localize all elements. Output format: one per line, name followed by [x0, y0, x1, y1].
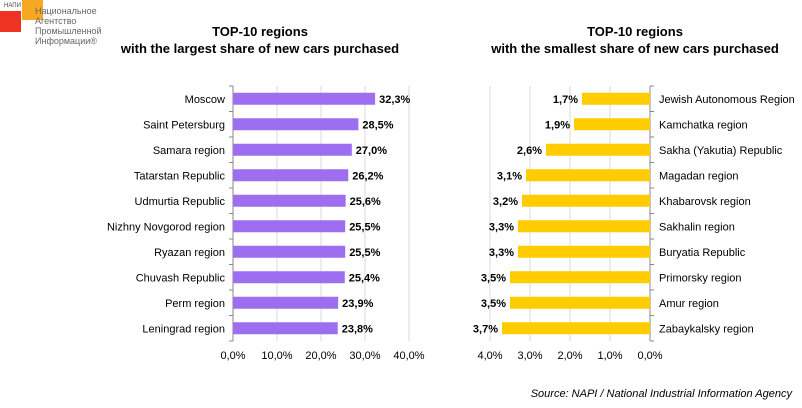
category-label: Tatarstan Republic — [134, 170, 226, 182]
data-label: 25,6% — [350, 196, 381, 208]
source-note: Source: NAPI / National Industrial Infor… — [530, 388, 792, 400]
bar — [233, 169, 349, 182]
data-label: 23,8% — [342, 323, 373, 335]
x-tick-label: 20,0% — [305, 350, 336, 362]
x-tick-label: 3,0% — [517, 350, 542, 362]
data-label: 3,7% — [473, 323, 498, 335]
bar — [233, 271, 345, 284]
bar — [546, 143, 650, 156]
bar — [574, 118, 650, 131]
x-tick-label: 4,0% — [477, 350, 502, 362]
bar — [233, 143, 352, 156]
category-label: Sakhalin region — [659, 221, 735, 233]
category-label: Amur region — [659, 298, 719, 310]
x-tick-label: 0,0% — [637, 350, 662, 362]
bar — [582, 92, 650, 105]
category-label: Kamchatka region — [659, 119, 748, 131]
category-label: Magadan region — [659, 170, 739, 182]
data-label: 3,5% — [481, 272, 506, 284]
bar — [233, 92, 376, 105]
data-label: 25,4% — [349, 272, 380, 284]
data-label: 3,1% — [497, 170, 522, 182]
data-label: 1,9% — [545, 119, 570, 131]
data-label: 26,2% — [352, 170, 383, 182]
category-label: Ryazan region — [154, 247, 225, 259]
x-tick-label: 30,0% — [349, 350, 380, 362]
data-label: 3,5% — [481, 298, 506, 310]
data-label: 3,3% — [489, 247, 514, 259]
x-tick-label: 1,0% — [597, 350, 622, 362]
x-tick-label: 0,0% — [220, 350, 245, 362]
bar — [502, 322, 650, 335]
right-title-line2: with the smallest share of new cars purc… — [491, 41, 779, 56]
x-tick-label: 2,0% — [557, 350, 582, 362]
bar — [522, 194, 650, 207]
bar — [233, 322, 338, 335]
bar — [233, 296, 339, 309]
category-label: Samara region — [153, 145, 225, 157]
data-label: 3,2% — [493, 196, 518, 208]
category-label: Udmurtia Republic — [135, 196, 226, 208]
bar — [233, 220, 346, 233]
bar — [233, 118, 359, 131]
category-label: Primorsky region — [659, 272, 742, 284]
category-label: Perm region — [165, 298, 225, 310]
bar — [510, 271, 650, 284]
category-label: Sakha (Yakutia) Republic — [659, 145, 783, 157]
category-label: Buryatia Republic — [659, 247, 746, 259]
data-label: 25,5% — [349, 221, 380, 233]
left-title-line2: with the largest share of new cars purch… — [120, 41, 400, 56]
x-tick-label: 10,0% — [261, 350, 292, 362]
category-label: Moscow — [185, 94, 225, 106]
logo-red-square — [0, 11, 21, 32]
data-label: 32,3% — [379, 94, 410, 106]
category-label: Saint Petersburg — [143, 119, 225, 131]
bar — [233, 194, 346, 207]
category-label: Zabaykalsky region — [659, 323, 754, 335]
category-label: Khabarovsk region — [659, 196, 751, 208]
right-title-line1: TOP-10 regions — [587, 24, 683, 39]
bar — [518, 220, 650, 233]
category-label: Leningrad region — [142, 323, 225, 335]
left-chart-title: TOP-10 regions with the largest share of… — [110, 23, 410, 57]
category-label: Chuvash Republic — [136, 272, 226, 284]
data-label: 3,3% — [489, 221, 514, 233]
left-title-line1: TOP-10 regions — [212, 24, 308, 39]
x-tick-label: 40,0% — [393, 350, 424, 362]
bar — [518, 245, 650, 258]
logo-text: Национальное Агентство Промышленной Инфо… — [35, 6, 102, 46]
category-label: Jewish Autonomous Region — [659, 94, 795, 106]
data-label: 28,5% — [362, 119, 393, 131]
data-label: 1,7% — [553, 94, 578, 106]
data-label: 27,0% — [356, 145, 387, 157]
right-chart-title: TOP-10 regions with the smallest share o… — [470, 23, 800, 57]
logo-orange-square — [22, 0, 43, 20]
bar — [510, 296, 650, 309]
data-label: 25,5% — [349, 247, 380, 259]
bar — [526, 169, 650, 182]
category-label: Nizhny Novgorod region — [107, 221, 225, 233]
logo-abbrev: НАПИ — [4, 3, 21, 9]
data-label: 2,6% — [517, 145, 542, 157]
bar — [233, 245, 346, 258]
data-label: 23,9% — [342, 298, 373, 310]
